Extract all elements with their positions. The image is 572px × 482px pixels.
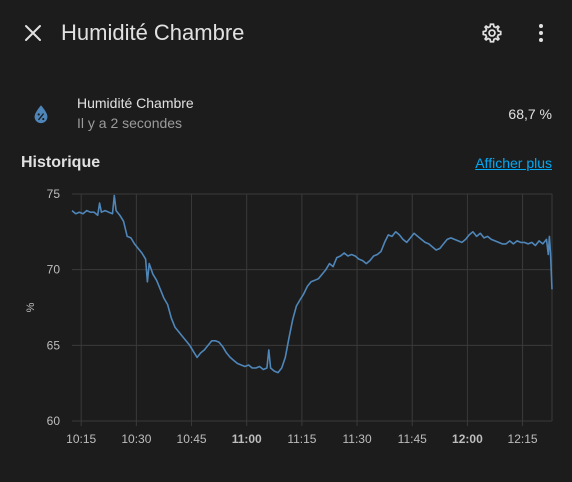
entity-name: Humidité Chambre: [77, 95, 194, 111]
x-tick-label: 10:45: [177, 432, 207, 446]
y-tick-label: 60: [47, 414, 61, 428]
x-tick-label: 11:15: [287, 432, 316, 446]
x-tick-label: 11:30: [342, 432, 371, 446]
y-tick-label: 75: [47, 187, 61, 201]
y-axis-label: %: [25, 302, 37, 312]
dialog-header: Humidité Chambre: [0, 0, 572, 66]
close-button[interactable]: [13, 13, 53, 53]
x-tick-label: 12:15: [508, 432, 538, 446]
history-chart[interactable]: 60 65 70 75 10:15 10:30 10:45 11:00 11:15 11:30 11…: [0, 180, 572, 482]
y-tick-label: 65: [47, 338, 61, 352]
history-title: Historique: [21, 154, 101, 171]
humidity-series-line: [71, 194, 553, 374]
entity-last-changed: Il y a 2 secondes: [77, 115, 183, 131]
y-tick-label: 70: [47, 263, 61, 277]
x-tick-label: 10:30: [121, 432, 151, 446]
more-options-button[interactable]: [521, 13, 561, 53]
water-percent-icon: [34, 105, 48, 124]
gear-icon: [482, 23, 502, 43]
dialog-title: Humidité Chambre: [61, 20, 245, 45]
x-tick-label: 11:45: [398, 432, 427, 446]
x-tick-label: 10:15: [66, 432, 96, 446]
show-more-link[interactable]: Afficher plus: [475, 155, 552, 171]
close-icon: [25, 25, 41, 41]
entity-row[interactable]: Humidité Chambre Il y a 2 secondes 68,7 …: [0, 88, 572, 138]
settings-button[interactable]: [472, 13, 512, 53]
x-tick-label: 11:00: [232, 432, 262, 446]
x-tick-label: 12:00: [452, 432, 483, 446]
dots-vertical-icon: [539, 24, 543, 42]
entity-state: 68,7 %: [508, 106, 552, 122]
